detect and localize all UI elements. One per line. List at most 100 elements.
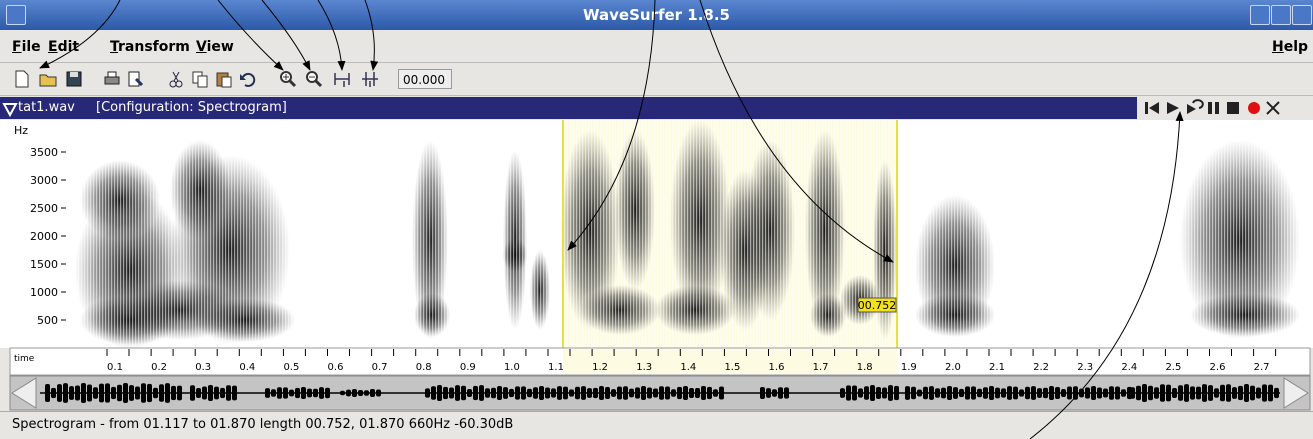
menu-help[interactable]: Help bbox=[1272, 39, 1309, 55]
menu-file[interactable]: File bbox=[12, 39, 41, 55]
waveform-chunk bbox=[147, 383, 152, 403]
waveform-chunk bbox=[515, 386, 520, 400]
title-bar: WaveSurfer 1.8.5 bbox=[0, 0, 1313, 30]
waveform-chunk bbox=[521, 386, 526, 400]
waveform-chunk bbox=[1202, 384, 1207, 402]
rewind-button[interactable] bbox=[1145, 102, 1159, 114]
paste-button[interactable] bbox=[214, 69, 234, 89]
waveform-chunk bbox=[971, 386, 976, 400]
waveform-chunk bbox=[1097, 387, 1102, 399]
window-menu-button[interactable] bbox=[6, 5, 26, 25]
time-label: 0.7 bbox=[372, 362, 388, 373]
record-button[interactable] bbox=[1248, 102, 1260, 114]
time-label: 0.8 bbox=[416, 362, 432, 373]
time-label: 2.5 bbox=[1165, 362, 1181, 373]
time-label: 0.4 bbox=[239, 362, 255, 373]
waveform-chunk bbox=[1184, 384, 1189, 402]
overview-scroll-arrows[interactable] bbox=[11, 377, 1309, 409]
print-button[interactable] bbox=[102, 69, 122, 89]
waveform-chunk bbox=[840, 388, 845, 398]
waveform-chunk bbox=[923, 386, 928, 400]
waveform-chunk bbox=[497, 386, 502, 400]
play-button[interactable] bbox=[1167, 102, 1179, 114]
menu-edit[interactable]: Edit bbox=[48, 39, 80, 55]
waveform-chunk bbox=[870, 385, 875, 401]
waveform-chunk bbox=[1061, 389, 1066, 397]
frequency-axis: 3500 3000 2500 2000 1500 1000 500 bbox=[30, 146, 66, 327]
waveform-chunk bbox=[214, 386, 219, 400]
waveform-chunk bbox=[220, 387, 225, 399]
waveform-chunk bbox=[1007, 386, 1012, 400]
cut-button[interactable] bbox=[166, 69, 186, 89]
waveform-chunk bbox=[671, 389, 676, 397]
waveform-chunk bbox=[165, 383, 170, 403]
waveform-chunk bbox=[1274, 387, 1279, 399]
waveform-chunk bbox=[611, 389, 616, 397]
stop-button[interactable] bbox=[1227, 102, 1239, 114]
waveform-chunk bbox=[1013, 386, 1018, 400]
time-label: 2.2 bbox=[1033, 362, 1049, 373]
waveform-chunk bbox=[1091, 386, 1096, 400]
close-button[interactable] bbox=[1292, 5, 1312, 25]
save-button[interactable] bbox=[64, 69, 84, 89]
waveform-chunk bbox=[659, 386, 664, 400]
waveform-chunk bbox=[63, 383, 68, 403]
waveform-chunk bbox=[1238, 385, 1243, 401]
time-label: 0.6 bbox=[328, 362, 344, 373]
waveform-chunk bbox=[153, 387, 158, 399]
waveform-chunk bbox=[1226, 384, 1231, 402]
waveform-chunk bbox=[917, 389, 922, 397]
waveform-chunk bbox=[455, 385, 460, 401]
waveform-chunk bbox=[653, 388, 658, 398]
waveform-chunk bbox=[1268, 384, 1273, 402]
loop-play-button[interactable] bbox=[1187, 99, 1204, 114]
waveform-chunk bbox=[57, 384, 62, 402]
waveform-chunk bbox=[123, 383, 128, 403]
maximize-button[interactable] bbox=[1271, 5, 1291, 25]
waveform-chunk bbox=[911, 386, 916, 400]
waveform-chunk bbox=[111, 386, 116, 400]
time-label: 2.3 bbox=[1077, 362, 1093, 373]
waveform-chunk bbox=[977, 388, 982, 398]
waveform-chunk bbox=[1142, 384, 1147, 402]
zoom-selection-button[interactable] bbox=[332, 69, 352, 89]
waveform-chunk bbox=[1178, 385, 1183, 401]
waveform-chunk bbox=[202, 386, 207, 400]
selection-label-box bbox=[857, 297, 897, 313]
waveform-chunk bbox=[467, 388, 472, 398]
frequency-label: 500 bbox=[37, 314, 58, 327]
waveform-chunk bbox=[569, 389, 574, 397]
waveform-chunk bbox=[1049, 386, 1054, 400]
time-label: 1.3 bbox=[636, 362, 652, 373]
waveform-chunk bbox=[665, 386, 670, 400]
pause-button[interactable] bbox=[1208, 102, 1219, 114]
waveform-chunk bbox=[271, 389, 276, 397]
waveform-chunk bbox=[995, 387, 1000, 399]
minimize-button[interactable] bbox=[1250, 5, 1270, 25]
menu-view[interactable]: View bbox=[196, 39, 234, 55]
waveform-chunk bbox=[623, 386, 628, 400]
properties-button[interactable] bbox=[126, 69, 146, 89]
waveform-chunk bbox=[364, 390, 369, 396]
new-button[interactable] bbox=[12, 69, 32, 89]
open-button[interactable] bbox=[38, 69, 58, 89]
waveform-chunk bbox=[647, 387, 652, 399]
zoom-out-button[interactable] bbox=[304, 69, 324, 89]
waveform-chunk bbox=[117, 384, 122, 402]
time-label: 1.7 bbox=[813, 362, 829, 373]
waveform-chunk bbox=[635, 387, 640, 399]
undo-button[interactable] bbox=[238, 69, 258, 89]
menu-transform[interactable]: Transform bbox=[110, 39, 190, 55]
zoom-all-button[interactable] bbox=[360, 69, 380, 89]
toolbar: 00.000 bbox=[0, 63, 1313, 96]
waveform-chunk bbox=[1067, 386, 1072, 400]
close-pane-button[interactable] bbox=[1266, 101, 1280, 115]
waveform-chunk bbox=[888, 385, 893, 401]
time-field[interactable]: 00.000 bbox=[398, 69, 452, 89]
waveform-chunk bbox=[876, 386, 881, 400]
collapse-toggle[interactable] bbox=[2, 101, 18, 117]
zoom-in-button[interactable] bbox=[278, 69, 298, 89]
waveform-chunk bbox=[605, 386, 610, 400]
copy-button[interactable] bbox=[190, 69, 210, 89]
